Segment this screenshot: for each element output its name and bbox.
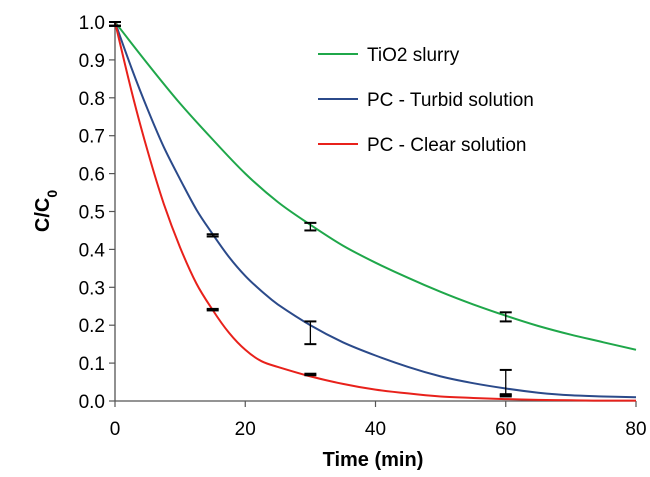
y-tick-label: 0.8 — [79, 89, 105, 110]
error-bar-pc-turbid-solution — [304, 320, 317, 346]
x-tick-label: 20 — [235, 419, 256, 440]
series-line-pc-clear-solution — [114, 21, 637, 402]
x-tick-label: 80 — [625, 419, 646, 440]
x-axis: 0 20 40 60 80 — [110, 401, 647, 440]
error-bar-pc-clear-solution — [206, 307, 219, 312]
y-axis: 0.0 0.1 0.2 0.3 0.4 0.5 0.6 0.7 0.8 0.9 1.0 — [79, 13, 115, 413]
error-bar-tio2-slurry — [304, 221, 317, 232]
x-axis-title: Time (min) — [323, 449, 424, 471]
series-line-pc-turbid-solution — [114, 21, 637, 399]
legend: TiO2 slurry PC - Turbid solution PC - Clea… — [318, 45, 534, 156]
error-bar-tio2-slurry — [499, 311, 512, 323]
error-bar-pc-turbid-solution — [206, 233, 219, 238]
x-tick-label: 60 — [495, 419, 516, 440]
y-tick-label: 0.4 — [79, 240, 106, 261]
series-line-tio2-slurry — [114, 21, 637, 351]
error-bar-pc-clear-solution — [304, 372, 317, 377]
error-bar-pc-turbid-solution — [499, 368, 512, 397]
errorbar-layer — [109, 21, 512, 398]
legend-label-pc-clear-solution: PC - Clear solution — [367, 135, 526, 156]
y-tick-label: 0.7 — [79, 127, 105, 148]
y-tick-label: 0.1 — [79, 354, 105, 375]
y-tick-label: 0.0 — [79, 392, 105, 413]
error-bar-pc-clear-solution — [109, 21, 121, 27]
plot-area — [114, 22, 636, 402]
x-tick-label: 0 — [110, 419, 121, 440]
y-tick-label: 0.6 — [79, 165, 105, 186]
x-tick-label: 40 — [365, 419, 386, 440]
y-tick-label: 1.0 — [79, 13, 105, 34]
y-axis-title-main: C/C — [32, 198, 54, 232]
y-axis-title-subscript: 0 — [44, 190, 60, 198]
y-tick-label: 0.5 — [79, 203, 105, 224]
y-tick-label: 0.3 — [79, 278, 105, 299]
y-axis-title: C/C0 — [32, 190, 60, 232]
error-bar-pc-clear-solution — [499, 393, 512, 398]
legend-label-tio2-slurry: TiO2 slurry — [367, 45, 460, 66]
legend-label-pc-turbid-solution: PC - Turbid solution — [367, 90, 534, 111]
y-tick-label: 0.9 — [79, 51, 105, 72]
series-layer — [114, 21, 637, 402]
y-tick-label: 0.2 — [79, 316, 105, 337]
